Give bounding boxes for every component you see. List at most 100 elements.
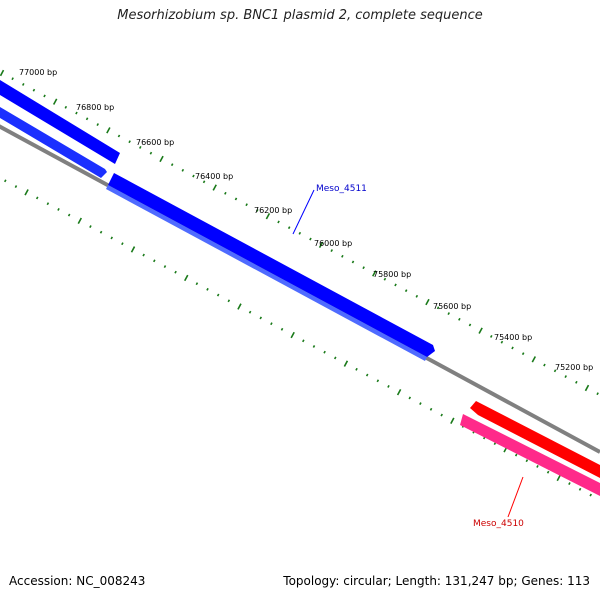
inner-minor-tick <box>14 185 18 188</box>
inner-minor-tick <box>546 470 550 474</box>
outer-minor-tick <box>394 283 397 287</box>
outer-minor-tick <box>596 392 599 396</box>
inner-minor-tick <box>35 196 39 200</box>
inner-minor-tick <box>376 379 380 383</box>
gene-meso-4511[interactable] <box>108 173 435 357</box>
inner-minor-tick <box>525 459 529 463</box>
inner-minor-tick <box>248 310 252 314</box>
label-meso-4511: Meso_4511 <box>316 184 367 194</box>
inner-minor-tick <box>142 253 145 257</box>
outer-minor-tick <box>11 77 14 81</box>
inner-minor-tick <box>174 270 177 274</box>
gene-meso-4510[interactable] <box>470 401 600 478</box>
inner-major-tick <box>24 189 29 196</box>
outer-minor-tick <box>85 117 89 121</box>
outer-major-tick <box>584 384 590 392</box>
inner-minor-tick <box>568 482 571 486</box>
outer-minor-tick <box>181 168 185 172</box>
inner-minor-tick <box>206 287 209 291</box>
inner-minor-tick <box>163 265 167 268</box>
inner-minor-tick <box>365 373 369 377</box>
forward-gene-block-upper[interactable] <box>0 80 120 164</box>
inner-minor-tick <box>493 442 497 446</box>
outer-minor-tick <box>117 134 121 138</box>
outer-minor-tick <box>362 266 365 270</box>
inner-minor-tick <box>323 350 326 354</box>
inner-minor-tick <box>89 225 92 228</box>
inner-minor-tick <box>57 207 60 211</box>
inner-minor-tick <box>440 413 443 417</box>
outer-minor-tick <box>521 352 525 356</box>
meso-4510-leader <box>507 476 524 518</box>
inner-minor-tick <box>153 259 156 263</box>
inner-major-tick <box>77 217 83 225</box>
inner-ruler <box>4 179 592 497</box>
forward-gene-block-lower[interactable] <box>0 104 107 178</box>
label-meso-4510: Meso_4510 <box>473 519 524 529</box>
outer-minor-tick <box>224 191 227 195</box>
outer-minor-tick <box>404 289 408 293</box>
bp-label: 75800 bp <box>373 270 411 279</box>
outer-minor-tick <box>128 140 131 144</box>
reverse-strand-genes <box>460 401 600 496</box>
outer-minor-tick <box>341 254 344 258</box>
inner-minor-tick <box>216 293 220 297</box>
inner-major-tick <box>184 274 189 282</box>
outer-minor-tick <box>447 312 450 315</box>
inner-minor-tick <box>46 202 50 206</box>
outer-minor-tick <box>351 260 355 264</box>
outer-minor-tick <box>553 369 557 373</box>
genome-stats-text: Topology: circular; Length: 131,247 bp; … <box>283 574 590 588</box>
inner-minor-tick <box>578 487 582 491</box>
outer-minor-tick <box>43 94 46 98</box>
inner-minor-tick <box>227 299 231 303</box>
inner-minor-tick <box>270 322 273 326</box>
inner-minor-tick <box>408 396 412 400</box>
outer-minor-tick <box>202 180 206 184</box>
outer-minor-tick <box>489 335 493 338</box>
inner-major-tick <box>237 303 242 310</box>
inner-minor-tick <box>429 407 433 411</box>
outer-minor-tick <box>415 294 419 298</box>
outer-minor-tick <box>64 105 68 109</box>
inner-major-tick <box>130 246 136 253</box>
outer-minor-tick <box>511 346 514 350</box>
outer-minor-tick <box>149 151 153 155</box>
forward-strand-genes <box>0 80 435 361</box>
inner-minor-tick <box>589 493 592 497</box>
outer-minor-tick <box>330 249 333 252</box>
inner-minor-tick <box>195 282 199 286</box>
outer-major-tick <box>265 212 271 220</box>
outer-major-tick <box>106 127 111 134</box>
outer-minor-tick <box>234 197 238 201</box>
inner-major-tick <box>556 474 561 482</box>
outer-minor-tick <box>96 123 99 126</box>
outer-minor-tick <box>138 146 142 149</box>
outer-minor-tick <box>32 88 36 92</box>
outer-minor-tick <box>468 323 472 327</box>
inner-minor-tick <box>121 242 124 246</box>
inner-minor-tick <box>99 230 103 234</box>
reverse-gene-block-pink[interactable] <box>460 414 600 496</box>
outer-minor-tick <box>383 277 387 281</box>
inner-major-tick <box>343 360 349 367</box>
inner-minor-tick <box>110 236 113 240</box>
bp-label: 75200 bp <box>555 363 593 372</box>
outer-minor-tick <box>500 340 504 344</box>
map-title: Mesorhizobium sp. BNC1 plasmid 2, comple… <box>117 8 483 23</box>
outer-minor-tick <box>75 111 78 115</box>
bp-label: 76200 bp <box>254 206 292 215</box>
bp-label: 75400 bp <box>494 333 532 342</box>
inner-minor-tick <box>4 179 7 183</box>
inner-minor-tick <box>536 465 539 468</box>
outer-minor-tick <box>575 380 578 384</box>
outer-major-tick <box>478 327 483 334</box>
outer-minor-tick <box>255 209 259 212</box>
gene-meso-4511-edge <box>106 185 427 361</box>
inner-minor-tick <box>387 385 390 388</box>
outer-major-tick <box>159 155 164 163</box>
inner-minor-tick <box>280 327 284 331</box>
outer-minor-tick <box>21 83 25 86</box>
outer-major-tick <box>0 69 5 77</box>
